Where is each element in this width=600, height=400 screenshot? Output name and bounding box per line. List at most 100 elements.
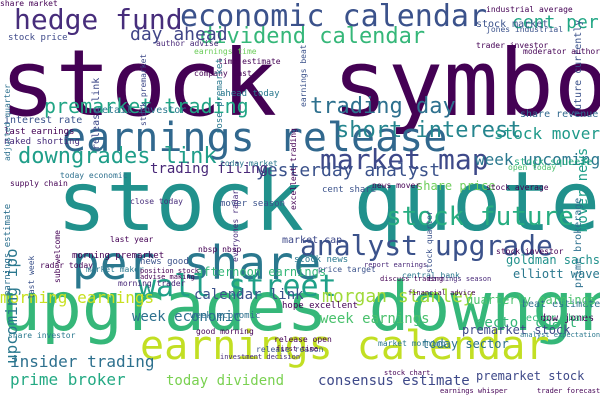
word-premarket-stock: premarket stock: [462, 323, 571, 337]
word-last-week: last week: [27, 255, 36, 299]
word-future-currently: future currently: [573, 19, 584, 116]
word-open-today: open today: [508, 163, 557, 172]
word-market-morning: market morning: [378, 339, 446, 348]
word-nbsp-nbsp: nbsp nbsp: [198, 245, 242, 254]
word-trading-filing: trading filing: [150, 161, 269, 177]
word-good-morning: good morning: [196, 327, 254, 336]
word-jones-industrial: jones industrial: [486, 25, 564, 34]
word-rose-premarket: rose premarket: [215, 58, 225, 134]
word-stock-future: stock future: [386, 202, 574, 232]
word-earnings-whisper: earnings whisper: [440, 387, 508, 395]
word-sector-chart: sector chart: [476, 315, 578, 331]
word-upgrades-downgrades: upgrades downgrades: [0, 268, 600, 347]
word-author-advise: author advise: [156, 39, 219, 48]
word-hope-excellent: hope excellent: [282, 301, 358, 311]
word-investment-decision: investment decision: [220, 353, 301, 361]
word-interest-rate: interest rate: [4, 115, 83, 126]
word-cent-share: cent share: [322, 185, 377, 195]
word-earnings-release: earnings release: [62, 115, 448, 161]
word-release-link: release link: [91, 77, 102, 150]
word-central-bank: central bank: [402, 271, 460, 280]
word-premarket-trading: premarket trading: [44, 94, 249, 118]
word-today-economic: today economic: [60, 171, 128, 180]
word-stock-mover: stock mover: [494, 124, 600, 143]
word-stock-chart: stock chart: [384, 369, 431, 377]
word-stock-symbol: stock symbol: [0, 30, 600, 137]
word-beat-estimate: beat estimate: [522, 299, 600, 310]
word-market-map: market map: [320, 143, 489, 176]
word-stock-news: stock news: [294, 255, 349, 265]
word-share-market: share market: [0, 0, 58, 8]
word-market-maker: market maker: [86, 265, 144, 274]
word-adjusted-quarter: adjusted quarter: [3, 83, 12, 161]
word-earnings-time: earnings time: [194, 47, 257, 56]
word-financial-advice: financial advice: [408, 289, 476, 297]
word-news-mover: news mover: [372, 181, 421, 190]
word-stock-market: stock market: [476, 19, 549, 30]
word-week-upcoming: week upcoming: [475, 150, 600, 169]
word-share-investor: share investor: [8, 331, 76, 340]
word-moderator-author: moderator author: [523, 47, 600, 56]
word-stock-investor: stock investor: [496, 247, 564, 256]
word-yesterday-analyst: yesterday analyst: [256, 160, 441, 181]
word-stock-squeeze: stock squeeze: [514, 157, 593, 168]
word-analyst-upgrade: analyst upgrade: [300, 229, 553, 262]
word-goldman-sachs: goldman sachs: [506, 253, 600, 267]
word-stock-price: stock price: [8, 33, 68, 43]
word-price-target: price target: [318, 265, 376, 274]
word-time-estimate: time estimate: [218, 57, 281, 66]
word-downgrades-link: downgrades link: [18, 144, 217, 169]
word-release-reason: release reason: [256, 345, 324, 354]
word-week-economic: week economic: [132, 309, 242, 325]
word-earnings-beat: earnings beat: [299, 44, 308, 107]
word-morning-trader: morning trader: [118, 279, 186, 288]
word-trader-forecast: trader forecast: [537, 387, 600, 395]
word-cent-per: cent per: [512, 12, 599, 33]
word-prime-brokerage: prime brokerage: [573, 197, 584, 288]
word-industrial-average: industrial average: [486, 5, 573, 14]
word-per-share: per share: [72, 236, 322, 290]
word-week-earnings: week earnings: [320, 311, 430, 327]
word-wall-street: wall street: [138, 269, 337, 304]
word-short-interest: short interest: [336, 118, 522, 143]
word-advise-making: advise making: [140, 273, 195, 281]
word-stock-quote: stock quote: [57, 155, 600, 250]
word-naked-shorting: naked shorting: [4, 137, 80, 147]
word-stock-average: stock average: [486, 183, 549, 192]
word-market-cap: market cap: [282, 235, 343, 246]
word-first-time: first time: [276, 345, 319, 353]
word-discuss-trading: discuss trading: [380, 275, 444, 283]
word-morning-premarket: morning premarket: [72, 251, 165, 261]
word-radar-today: radar today: [40, 261, 93, 270]
word-calendar-link: calendar link: [194, 287, 304, 303]
word-release-open: release open: [274, 335, 332, 344]
word-retail-investor: retail investor: [96, 105, 187, 116]
word-consensus-estimate: consensus estimate: [318, 373, 470, 389]
word-excellent-trading: excellent trading: [289, 128, 298, 210]
word-close-today: close today: [130, 197, 183, 206]
word-news-good: news good: [140, 257, 189, 267]
word-hedge-fund: hedge fund: [14, 3, 183, 36]
word-mover-season: mover season: [220, 199, 286, 209]
word-last-year: last year: [110, 235, 154, 244]
word-share-revenue: share revenue: [520, 109, 599, 120]
word-dow-jones: dow jones: [540, 313, 595, 324]
word-company-last: company last: [194, 69, 252, 78]
word-economic-calendar: economic calendar: [180, 0, 488, 34]
word-trader-investor: trader investor: [476, 41, 549, 50]
word-afternoon-earnings: afternoon earnings: [196, 265, 327, 279]
word-day-ahead: day ahead: [130, 24, 228, 45]
word-week-economic: week economic: [190, 311, 261, 321]
word-sector-chart: sector chart: [520, 313, 593, 324]
word-supply-chain: supply chain: [10, 179, 68, 188]
word-morgan-stanley: morgan stanley: [322, 286, 474, 307]
word-today-sector: today sector: [422, 337, 509, 351]
word-analyst-expectation: analyst expectation: [520, 331, 600, 339]
word-morning-earnings: morning earnings: [0, 288, 155, 307]
word-stock-quarter: stock quarter: [425, 210, 434, 273]
word-share-price: share price: [416, 179, 496, 193]
word-trading-day: trading day: [310, 94, 456, 119]
word-earnings-estimate: earnings estimate: [3, 203, 13, 296]
word-elliott-wave: elliott wave: [513, 267, 600, 281]
